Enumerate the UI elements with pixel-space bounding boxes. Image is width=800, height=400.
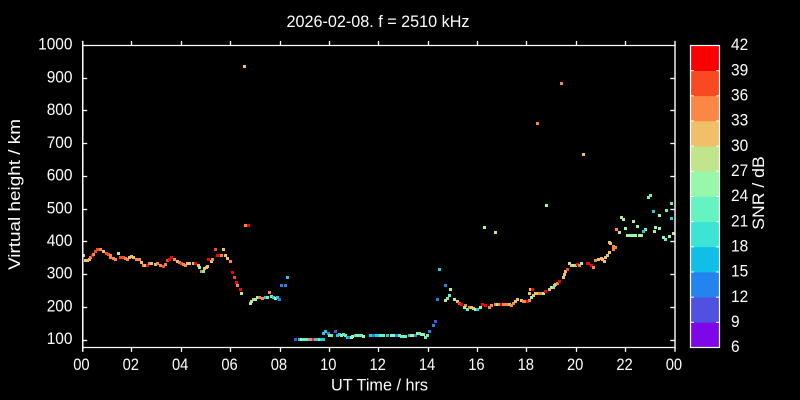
svg-text:04: 04	[172, 355, 188, 374]
svg-text:6: 6	[731, 337, 740, 356]
svg-text:300: 300	[47, 264, 73, 283]
svg-text:33: 33	[731, 111, 748, 130]
svg-text:30: 30	[731, 136, 748, 155]
svg-text:2026-02-08. f = 2510 kHz: 2026-02-08. f = 2510 kHz	[287, 12, 470, 31]
svg-text:06: 06	[221, 355, 237, 374]
svg-text:08: 08	[271, 355, 287, 374]
svg-text:UT Time / hrs: UT Time / hrs	[331, 376, 428, 395]
svg-text:700: 700	[47, 133, 73, 152]
svg-text:SNR / dB: SNR / dB	[749, 156, 768, 230]
svg-text:00: 00	[73, 355, 89, 374]
svg-text:600: 600	[47, 166, 73, 185]
svg-text:18: 18	[518, 355, 534, 374]
svg-text:02: 02	[123, 355, 139, 374]
svg-text:20: 20	[567, 355, 583, 374]
svg-text:10: 10	[320, 355, 336, 374]
svg-text:12: 12	[369, 355, 385, 374]
svg-text:200: 200	[47, 296, 73, 315]
svg-text:24: 24	[731, 186, 748, 205]
svg-text:1000: 1000	[38, 35, 72, 54]
svg-text:18: 18	[731, 237, 748, 256]
svg-text:14: 14	[419, 355, 435, 374]
svg-text:100: 100	[47, 329, 73, 348]
svg-text:42: 42	[731, 35, 748, 54]
svg-text:Virtual height / km: Virtual height / km	[5, 119, 24, 270]
svg-text:15: 15	[731, 262, 748, 281]
svg-text:400: 400	[47, 231, 73, 250]
svg-text:21: 21	[731, 211, 748, 230]
svg-text:900: 900	[47, 67, 73, 86]
svg-text:22: 22	[616, 355, 632, 374]
svg-text:36: 36	[731, 86, 748, 105]
svg-text:16: 16	[468, 355, 484, 374]
svg-text:500: 500	[47, 198, 73, 217]
svg-text:27: 27	[731, 161, 748, 180]
svg-text:39: 39	[731, 60, 748, 79]
svg-text:12: 12	[731, 287, 748, 306]
svg-text:00: 00	[666, 355, 682, 374]
svg-text:9: 9	[731, 312, 740, 331]
svg-text:800: 800	[47, 100, 73, 119]
